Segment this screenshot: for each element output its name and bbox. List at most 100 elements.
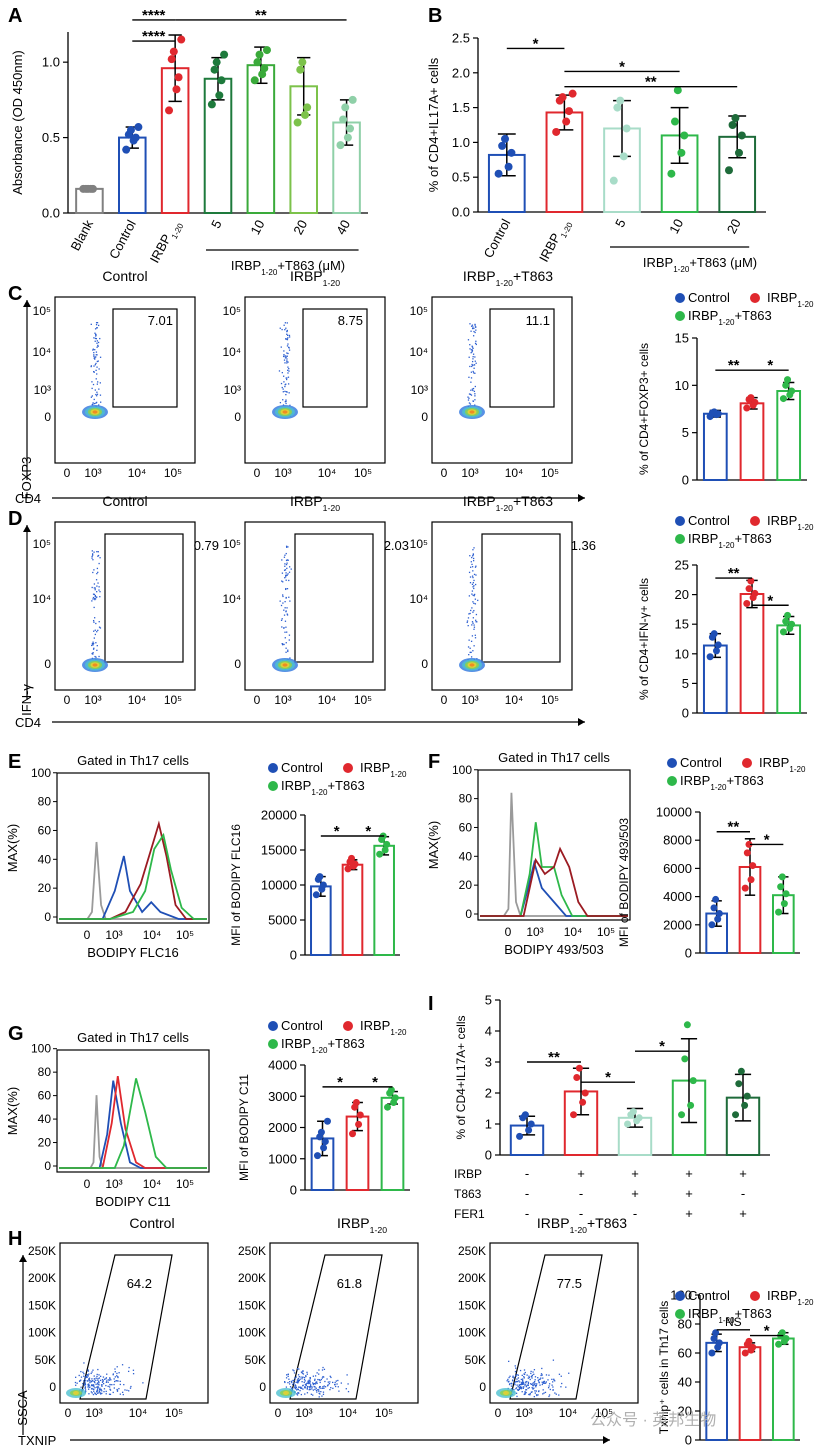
event [474, 342, 477, 345]
data-point [323, 1117, 331, 1125]
event [110, 1379, 112, 1381]
event [294, 1386, 296, 1389]
sig-label: NS [725, 1315, 742, 1329]
y-tick-label: 20 [675, 587, 689, 602]
event [87, 1386, 89, 1388]
event [94, 587, 96, 589]
legend-label-sub: 1-20 [390, 1028, 407, 1037]
event [279, 401, 282, 404]
event [94, 332, 96, 334]
event [285, 559, 288, 562]
event [308, 1379, 310, 1382]
y-tick-label: 10⁴ [32, 592, 51, 606]
event [470, 609, 472, 612]
event [286, 330, 288, 333]
y-tick-label: 10⁵ [33, 537, 51, 551]
sig-label: **** [142, 28, 166, 45]
y-tick-label: 10⁵ [223, 537, 241, 551]
y-tick-label: 10⁴ [409, 345, 428, 359]
event [314, 1379, 316, 1382]
event [326, 1378, 328, 1380]
event [93, 365, 95, 367]
event-cloud [272, 545, 298, 672]
y-tick-label: 1000 [268, 1151, 297, 1166]
x-tick-label: 10⁵ [354, 693, 372, 707]
legend-label: Control [281, 760, 323, 775]
hist-curve [59, 1076, 207, 1169]
y-tick-label: 150K [28, 1298, 56, 1312]
treatment-value: - [741, 1186, 745, 1201]
event [99, 596, 101, 598]
event [538, 1382, 540, 1384]
treatment-value: + [631, 1166, 639, 1181]
event [475, 340, 477, 342]
event [532, 1382, 534, 1384]
event [95, 356, 97, 358]
event [87, 1385, 90, 1387]
event [472, 617, 475, 619]
event [338, 1390, 340, 1392]
event [93, 1385, 95, 1388]
sig-label: * [533, 35, 539, 52]
event [96, 1375, 98, 1378]
event [300, 1386, 302, 1388]
x-tick-label: 10⁵ [164, 693, 182, 707]
y-tick-label: 5 [485, 993, 492, 1008]
data-point [355, 1120, 363, 1128]
plot-frame [56, 772, 210, 924]
y-tick-label: 0.0 [42, 206, 60, 221]
event [116, 1366, 118, 1368]
event [128, 1390, 130, 1392]
flow-title: IRBP1-20 [290, 268, 340, 288]
event [96, 395, 98, 397]
event [529, 1394, 531, 1396]
event [293, 1379, 295, 1382]
plot-frame [431, 521, 573, 691]
event [319, 1386, 321, 1388]
event [511, 1388, 513, 1390]
y-tick-label: 2000 [663, 917, 692, 932]
event [290, 1387, 293, 1389]
density-core [282, 410, 288, 414]
legend-label-sub: 1-20 [718, 541, 735, 550]
event [471, 635, 474, 637]
data-point [708, 921, 716, 929]
data-point [321, 1138, 329, 1146]
event [283, 324, 285, 326]
gate-value: 0.79 [194, 538, 219, 553]
event [285, 610, 287, 612]
event [83, 1380, 85, 1382]
flow-title-suffix: +T863 [587, 1215, 627, 1231]
event [98, 589, 100, 591]
event [94, 598, 97, 600]
event [518, 1386, 521, 1388]
data-point [782, 617, 790, 625]
event [287, 1373, 289, 1376]
event [528, 1386, 530, 1389]
y-tick-label: 0 [290, 948, 297, 963]
y-tick-label: 200K [28, 1271, 56, 1285]
event [308, 1386, 310, 1388]
event [525, 1391, 527, 1394]
event [471, 555, 474, 557]
y-tick-label: 25 [675, 558, 689, 573]
event [553, 1378, 555, 1380]
event [281, 328, 283, 331]
y-tick-label: 100K [458, 1326, 486, 1340]
event [109, 1388, 111, 1390]
event [94, 1393, 97, 1395]
event [99, 1375, 102, 1377]
event [548, 1394, 551, 1396]
bar [702, 412, 728, 482]
event [101, 1390, 103, 1392]
event [472, 560, 475, 562]
group-label-sub: 1-20 [261, 268, 278, 277]
event [91, 404, 93, 406]
event [107, 1381, 109, 1383]
x-tick-label: 10³ [274, 693, 291, 707]
event [472, 356, 474, 358]
event [92, 559, 94, 561]
